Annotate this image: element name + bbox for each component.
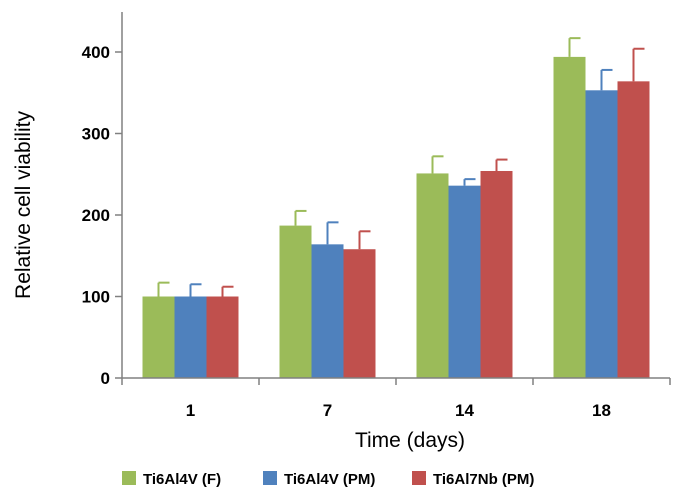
- bar: [617, 81, 650, 378]
- x-tick-label: 14: [455, 401, 474, 420]
- y-axis-title: Relative cell viability: [12, 111, 35, 299]
- bar: [416, 173, 449, 378]
- y-tick-label: 100: [82, 288, 110, 307]
- bar: [585, 90, 618, 379]
- bar: [448, 185, 481, 378]
- x-tick-label: 1: [186, 401, 195, 420]
- legend: Ti6Al4V (F) Ti6Al4V (PM) Ti6Al7Nb (PM): [122, 471, 534, 488]
- bar: [311, 244, 344, 378]
- y-tick-label: 0: [101, 369, 110, 388]
- bar: [279, 225, 312, 378]
- bar: [206, 296, 239, 378]
- bar: [343, 249, 376, 378]
- x-tick-label: 7: [323, 401, 332, 420]
- bar: [553, 56, 586, 378]
- bar: [480, 170, 513, 378]
- legend-label: Ti6Al4V (PM): [284, 471, 375, 488]
- bar: [142, 296, 175, 378]
- error-bars-layer: [157, 37, 645, 297]
- legend-label: Ti6Al4V (F): [143, 471, 221, 488]
- bar: [174, 296, 207, 378]
- legend-swatch: [412, 471, 426, 485]
- x-axis-title: Time (days): [355, 429, 465, 452]
- y-tick-label: 200: [82, 206, 110, 225]
- x-tick-label: 18: [592, 401, 611, 420]
- y-axis-ticks: 0 100 200 300 400: [82, 43, 122, 388]
- legend-swatch: [263, 471, 277, 485]
- bars-layer: [142, 56, 650, 379]
- y-tick-label: 400: [82, 43, 110, 62]
- y-tick-label: 300: [82, 125, 110, 144]
- legend-swatch: [122, 471, 136, 485]
- legend-label: Ti6Al7Nb (PM): [433, 471, 534, 488]
- x-axis-ticks: 1 7 14 18: [121, 378, 671, 420]
